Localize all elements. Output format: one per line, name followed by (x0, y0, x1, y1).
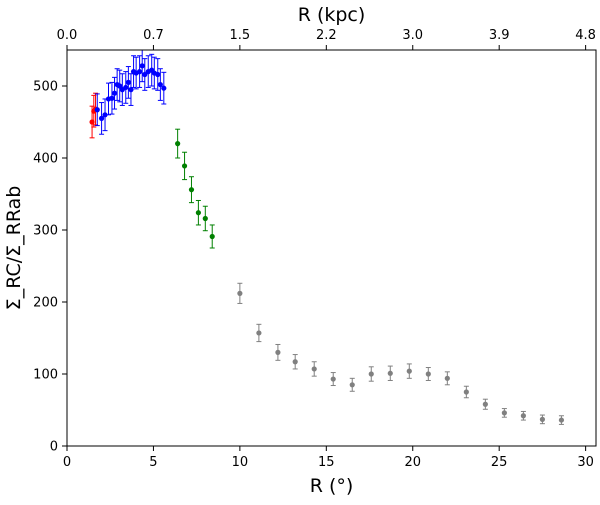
x-tick-label: 25 (491, 455, 508, 470)
chart-ticks: 0 5 10 15 20 25 30 0.0 0.7 1.5 2.2 3.0 3.9 4.8 0 100 200… (33, 28, 596, 470)
data-point (463, 389, 469, 395)
x-tick-label: 30 (577, 455, 594, 470)
top-x-tick-label: 4.8 (575, 28, 596, 43)
x-tick-label: 20 (404, 455, 421, 470)
data-point (117, 83, 123, 89)
data-point (137, 69, 143, 75)
data-point (292, 359, 298, 365)
top-x-tick-label: 1.5 (230, 28, 251, 43)
data-point (128, 87, 134, 93)
x-tick-label: 0 (63, 455, 71, 470)
data-point (237, 290, 243, 296)
data-point (501, 410, 507, 416)
top-x-axis-title: R (kpc) (298, 4, 366, 26)
data-point (349, 382, 355, 388)
data-point (142, 71, 148, 78)
data-point (311, 366, 317, 372)
top-x-tick-label: 2.2 (316, 28, 337, 43)
data-point (256, 330, 262, 336)
data-point (188, 187, 195, 193)
top-x-tick-label: 3.9 (489, 28, 510, 43)
plot-frame (66, 49, 597, 447)
data-point (102, 112, 108, 118)
y-tick-label: 200 (33, 296, 58, 311)
data-point (139, 63, 145, 69)
data-point (161, 85, 167, 91)
top-x-tick-label: 0.0 (57, 28, 78, 43)
y-tick-label: 300 (33, 224, 58, 239)
data-point (406, 368, 412, 374)
x-tick-label: 15 (318, 455, 335, 470)
y-tick-label: 0 (50, 440, 58, 455)
blue-series (94, 49, 167, 135)
green-series (175, 128, 215, 249)
gray-series (237, 282, 565, 425)
data-point (175, 141, 181, 147)
data-point (111, 90, 118, 96)
data-point (330, 376, 336, 382)
data-point (202, 215, 208, 222)
data-point (157, 81, 163, 88)
data-point (275, 349, 281, 355)
data-point (425, 371, 431, 377)
x-tick-label: 10 (232, 455, 249, 470)
y-tick-label: 400 (33, 152, 58, 167)
data-point (125, 79, 131, 85)
data-point (444, 375, 450, 381)
data-point (387, 370, 393, 376)
y-tick-label: 500 (33, 80, 58, 95)
data-point (482, 401, 488, 407)
data-point (181, 163, 188, 169)
top-x-tick-label: 0.7 (143, 28, 164, 43)
chart-marks (89, 49, 565, 425)
data-point (155, 71, 161, 78)
y-tick-label: 100 (33, 368, 58, 383)
data-point (209, 233, 215, 240)
data-point (195, 210, 201, 216)
top-x-tick-label: 3.0 (402, 28, 423, 43)
data-point (98, 115, 105, 121)
data-point (368, 371, 374, 377)
data-point (558, 417, 565, 423)
x-axis-title: R (°) (310, 475, 354, 497)
data-point (109, 95, 115, 101)
data-point (94, 107, 100, 113)
data-point (520, 413, 526, 419)
data-point (539, 416, 546, 422)
y-axis-title: Σ_RC/Σ_RRab (3, 186, 25, 311)
x-tick-label: 5 (149, 455, 157, 470)
data-point (123, 84, 129, 91)
